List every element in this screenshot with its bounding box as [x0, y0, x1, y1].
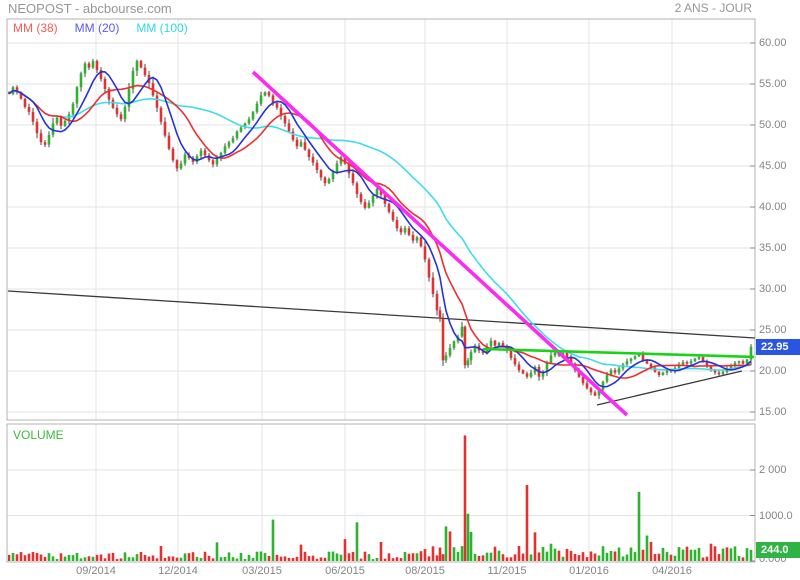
date-axis-label: 11/2015 — [487, 565, 527, 577]
legend-mm38-label: MM (38) — [13, 21, 58, 35]
price-axis-label: 35.00 — [759, 242, 787, 254]
price-axis-label: 50.00 — [759, 119, 787, 131]
date-axis-label: 06/2015 — [325, 565, 365, 577]
date-axis-label: 09/2014 — [76, 565, 116, 577]
volume-axis-label: 1000.0 — [759, 509, 793, 522]
date-axis-label: 01/2016 — [569, 565, 609, 577]
date-axis-label: 04/2016 — [652, 565, 692, 577]
volume-axis-label: 2 000 — [759, 464, 787, 476]
volume-pane-label: VOLUME — [13, 428, 64, 442]
ma-legend: MM (38) MM (20) MM (100) — [13, 21, 188, 35]
price-axis-label: 20.00 — [759, 365, 787, 377]
date-axis-label: 12/2014 — [158, 565, 198, 577]
price-axis-label: 30.00 — [759, 283, 787, 295]
date-axis-label: 08/2015 — [405, 565, 445, 577]
price-axis-label: 55.00 — [759, 78, 787, 90]
price-axis-label: 15.00 — [759, 406, 787, 418]
price-axis-label: 40.00 — [759, 201, 787, 213]
last-volume-tag: 244.0 — [756, 542, 800, 558]
timeframe-label: 2 ANS - JOUR — [674, 1, 752, 15]
price-axis-label: 45.00 — [759, 160, 787, 172]
legend-mm100-label: MM (100) — [136, 21, 188, 35]
instrument-title: NEOPOST - abcbourse.com — [8, 1, 172, 16]
date-axis-label: 03/2015 — [242, 565, 282, 577]
price-axis-label: 25.00 — [759, 324, 787, 336]
price-axis-label: 60.00 — [759, 37, 787, 49]
last-price-tag: 22.95 — [756, 339, 800, 355]
legend-mm20-label: MM (20) — [74, 21, 120, 35]
